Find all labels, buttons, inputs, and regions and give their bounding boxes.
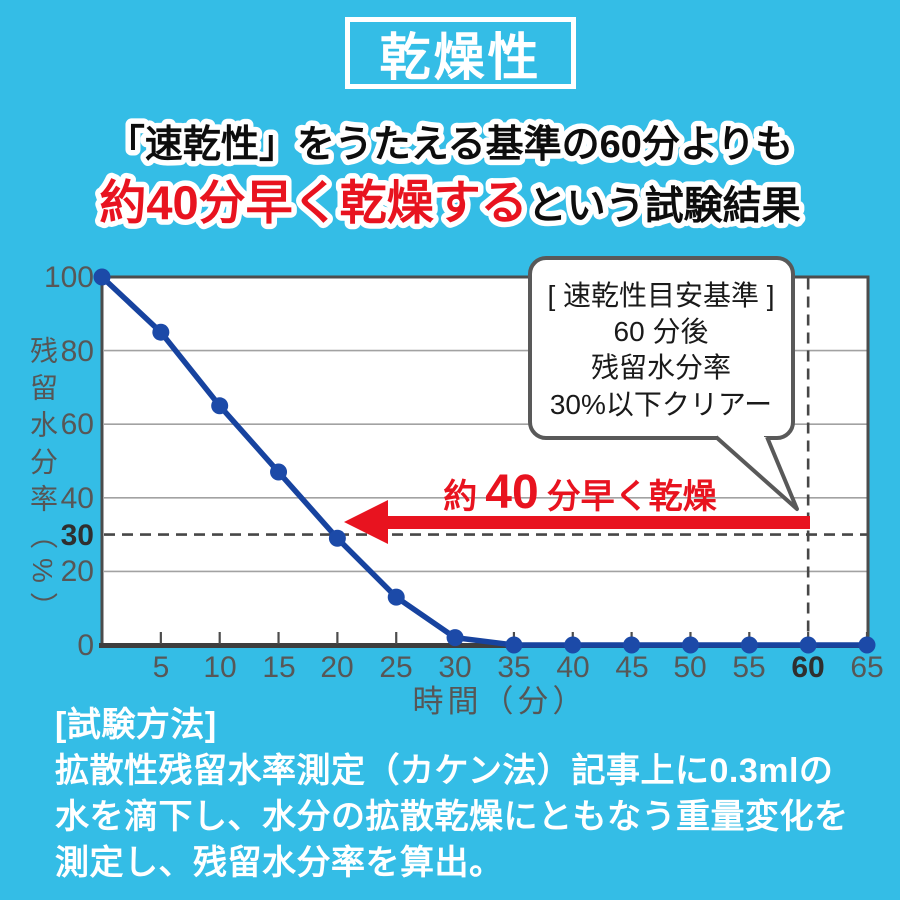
data-point [270,463,288,481]
bubble-line: 残留水分率 [591,352,731,383]
data-point [564,636,582,654]
x-tick-label: 50 [673,651,706,684]
data-point [446,629,464,647]
bubble-line: [ 速乾性目安基準 ] [547,280,774,311]
y-tick-label: 20 [61,555,94,588]
x-tick-label: 10 [203,651,236,684]
x-tick-label: 25 [379,651,412,684]
methodology-note: [試験方法] 拡散性残留水率測定（カケン法）記事上に0.3mlの 水を滴下し、水… [55,702,875,886]
methodology-line: 水を滴下し、水分の拡散乾燥にともなう重量変化を [55,798,849,836]
x-tick-label: 45 [615,651,648,684]
arrow-label-number: 40 [485,466,538,519]
data-point [328,529,346,547]
x-tick-label: 40 [556,651,589,684]
left-arrow [344,500,810,544]
y-tick-label: 60 [61,408,94,441]
x-tick-label: 35 [497,651,530,684]
y-tick-label-threshold: 30 [61,519,94,552]
data-point [623,636,641,654]
y-tick-label: 80 [61,335,94,368]
page-title: 乾燥性 [379,29,542,86]
arrow-label-prefix: 約 [443,478,477,516]
y-tick-label: 100 [44,261,94,294]
methodology-line: 拡散性残留水率測定（カケン法）記事上に0.3mlの [55,752,834,790]
headline-line1: 「速乾性」をうたえる基準の60分よりも [107,124,793,166]
data-point [211,397,229,415]
arrow-label-suffix: 分早く乾燥 [547,478,718,516]
data-point [505,636,523,654]
headline-accent-red: 約40分早く乾燥する [99,176,527,229]
y-tick-label: 40 [61,482,94,515]
x-tick-label: 30 [438,651,471,684]
data-point [93,268,111,286]
y-axis-ticks: 100 80 60 40 30 20 0 [44,261,94,662]
bubble-box [528,256,795,440]
y-tick-label: 0 [77,629,94,662]
bubble-line: 60 分後 [614,316,709,347]
title-badge: 乾燥性 [345,17,576,89]
series-line [100,274,867,648]
methodology-line: [試験方法] [55,706,217,744]
data-series [93,268,876,654]
headline-black: という試験結果 [528,185,801,228]
bubble-tail [714,435,799,511]
x-tick-label-threshold: 60 [791,651,824,684]
data-point [152,323,170,341]
x-axis-ticks: 5 10 15 20 25 30 35 40 45 50 55 60 65 [153,651,884,684]
x-tick-label: 15 [262,651,295,684]
data-point [387,588,405,606]
bubble-line: 30%以下クリアー [550,389,772,420]
headline-line2: 約40分早く乾燥するという試験結果 [99,176,800,229]
threshold-guides [104,278,867,644]
x-axis-title: 時間（分） [413,684,588,719]
data-point [681,636,699,654]
x-tick-label: 5 [153,651,170,684]
y-axis-title: 残留水分率（%） [27,336,58,629]
data-point [858,636,876,654]
data-point [799,636,817,654]
x-tick-label: 65 [850,651,883,684]
data-point [740,636,758,654]
methodology-line: 測定し、残留水分率を算出。 [55,844,504,882]
criteria-bubble: [ 速乾性目安基準 ] 60 分後 残留水分率 30%以下クリアー [528,256,799,511]
x-tick-label: 20 [320,651,353,684]
arrow-label: 約 40 分早く乾燥 [443,466,717,519]
x-tick-label: 55 [732,651,765,684]
